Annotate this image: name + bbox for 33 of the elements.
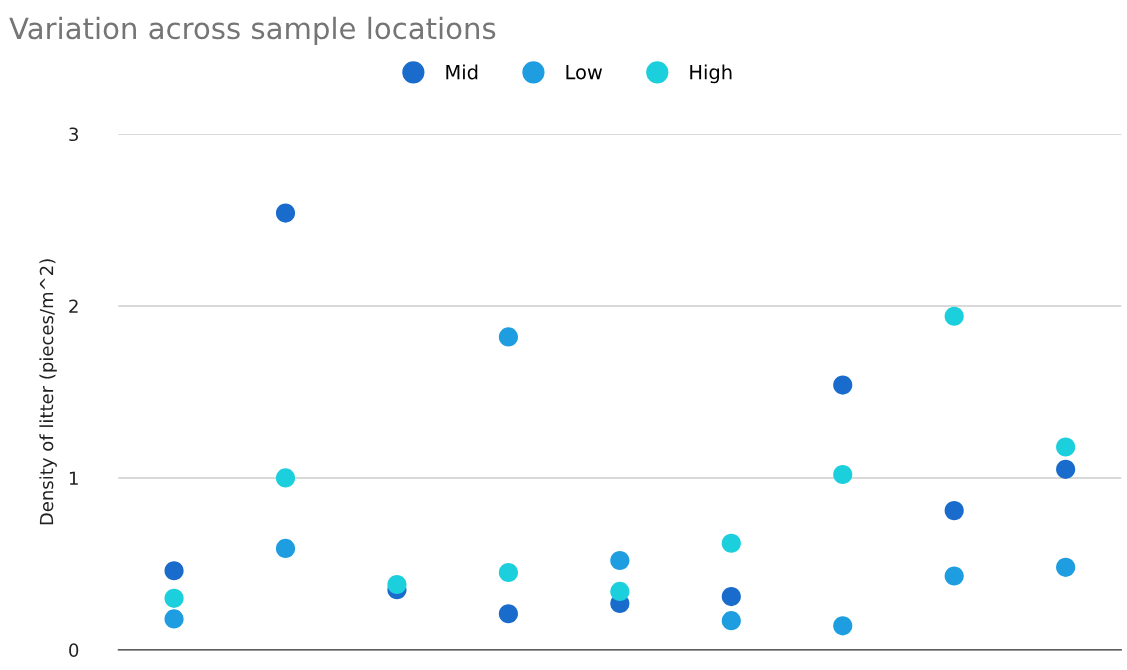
point [275,203,296,223]
y-tick-label: 3 [69,127,78,142]
legend-label: Mid [446,64,478,80]
point [833,464,853,485]
point [498,327,518,347]
y-tick-label: 0 [69,643,79,658]
chart-title: Variation across sample locations [9,16,496,45]
point [944,501,964,521]
point [944,306,964,326]
point [275,538,296,559]
point [1056,437,1076,457]
point [721,587,741,607]
point [1056,459,1076,479]
point [610,550,630,571]
point [833,616,853,636]
point [833,375,853,395]
point [944,566,964,586]
y-tick-label: 1 [69,471,78,485]
legend-label: Low [566,65,603,80]
legend-label: High [690,64,732,84]
point [164,588,184,608]
point [387,574,407,595]
point [275,468,296,488]
point [164,609,184,629]
point [721,533,741,553]
point [164,561,184,581]
point [498,604,518,624]
y-tick-label: 2 [69,299,78,313]
y-axis-title: Density of litter (pieces/m^2) [39,259,57,525]
point [1056,557,1076,577]
point [610,581,630,601]
point [721,611,741,631]
point [498,562,518,583]
